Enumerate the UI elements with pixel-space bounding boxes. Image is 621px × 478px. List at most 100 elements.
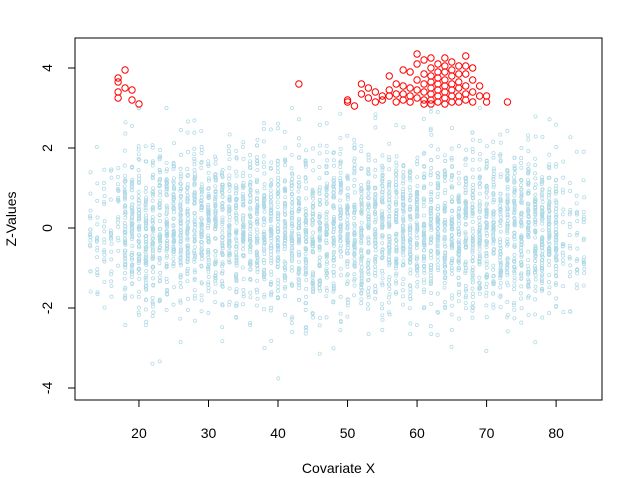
null-point bbox=[505, 128, 510, 133]
null-point bbox=[519, 161, 523, 165]
null-point bbox=[498, 243, 503, 248]
null-point bbox=[414, 233, 419, 238]
null-point bbox=[338, 328, 343, 332]
null-point bbox=[290, 201, 295, 206]
null-point bbox=[144, 255, 149, 260]
null-point bbox=[199, 217, 204, 222]
null-point bbox=[129, 257, 134, 262]
null-point bbox=[380, 313, 385, 318]
null-point bbox=[144, 233, 149, 238]
null-point bbox=[394, 173, 399, 178]
null-point bbox=[227, 251, 232, 256]
null-point bbox=[290, 216, 294, 220]
null-point bbox=[366, 226, 371, 231]
null-point bbox=[150, 159, 155, 164]
null-point bbox=[491, 291, 496, 296]
null-point bbox=[116, 215, 121, 220]
null-point bbox=[553, 255, 558, 259]
null-point bbox=[485, 223, 489, 228]
null-point bbox=[539, 193, 544, 198]
null-point bbox=[213, 216, 218, 221]
null-point bbox=[484, 265, 489, 270]
null-point bbox=[498, 272, 503, 277]
null-point bbox=[324, 192, 329, 197]
null-point bbox=[220, 175, 225, 180]
null-point bbox=[304, 270, 309, 275]
null-point bbox=[429, 234, 434, 239]
null-point bbox=[463, 205, 468, 210]
null-point bbox=[401, 173, 406, 178]
null-point bbox=[151, 172, 156, 177]
null-point bbox=[421, 306, 426, 311]
null-point bbox=[130, 221, 135, 226]
null-point bbox=[227, 183, 232, 188]
null-point bbox=[380, 241, 385, 246]
null-point bbox=[401, 248, 406, 253]
null-point bbox=[220, 194, 225, 199]
null-point bbox=[157, 275, 162, 280]
null-point bbox=[442, 269, 447, 274]
null-point bbox=[498, 212, 503, 217]
null-point bbox=[165, 205, 170, 210]
null-point bbox=[345, 261, 350, 266]
signal-point bbox=[364, 94, 373, 102]
null-point bbox=[192, 162, 197, 167]
null-point bbox=[192, 181, 197, 186]
null-point bbox=[575, 230, 580, 235]
null-point bbox=[136, 156, 141, 161]
null-point bbox=[303, 162, 308, 167]
null-point bbox=[199, 224, 204, 229]
null-point bbox=[282, 179, 287, 184]
null-point bbox=[436, 191, 441, 196]
null-point bbox=[254, 238, 259, 243]
null-point bbox=[428, 279, 433, 284]
null-point bbox=[345, 221, 350, 226]
null-point bbox=[457, 246, 462, 251]
null-point bbox=[324, 165, 329, 170]
null-point bbox=[185, 207, 190, 212]
null-point bbox=[533, 176, 538, 181]
null-point bbox=[484, 315, 489, 320]
null-point bbox=[401, 219, 406, 223]
null-point bbox=[130, 202, 135, 207]
null-point bbox=[519, 276, 524, 281]
null-point bbox=[581, 236, 586, 241]
null-point bbox=[387, 205, 392, 210]
null-point bbox=[380, 281, 385, 286]
null-point bbox=[532, 196, 537, 201]
null-point bbox=[491, 273, 496, 278]
null-point bbox=[526, 207, 530, 212]
null-point bbox=[415, 193, 420, 198]
signal-point bbox=[455, 62, 463, 70]
null-point bbox=[449, 328, 454, 332]
null-point bbox=[324, 121, 329, 126]
null-point bbox=[526, 148, 531, 153]
null-point bbox=[554, 145, 559, 149]
null-point bbox=[394, 281, 399, 286]
null-point bbox=[442, 178, 447, 183]
null-point bbox=[429, 280, 433, 285]
signal-point bbox=[441, 88, 449, 96]
null-point bbox=[498, 207, 503, 212]
null-point bbox=[394, 271, 399, 276]
signal-point bbox=[371, 88, 380, 96]
null-point bbox=[262, 229, 267, 234]
null-point bbox=[255, 278, 260, 283]
null-point bbox=[505, 266, 510, 271]
null-point bbox=[88, 235, 93, 239]
x-tick-label: 40 bbox=[270, 425, 286, 441]
null-point bbox=[422, 175, 427, 180]
null-point bbox=[255, 263, 260, 268]
null-point bbox=[192, 130, 197, 135]
null-point bbox=[248, 215, 253, 220]
null-point bbox=[150, 163, 155, 168]
null-point bbox=[568, 270, 573, 274]
null-point bbox=[491, 174, 496, 179]
null-point bbox=[526, 230, 531, 235]
null-point bbox=[470, 250, 475, 255]
null-point bbox=[317, 229, 322, 234]
null-point bbox=[150, 143, 155, 148]
null-point bbox=[220, 279, 225, 284]
null-point bbox=[220, 235, 225, 239]
null-point bbox=[123, 177, 128, 182]
